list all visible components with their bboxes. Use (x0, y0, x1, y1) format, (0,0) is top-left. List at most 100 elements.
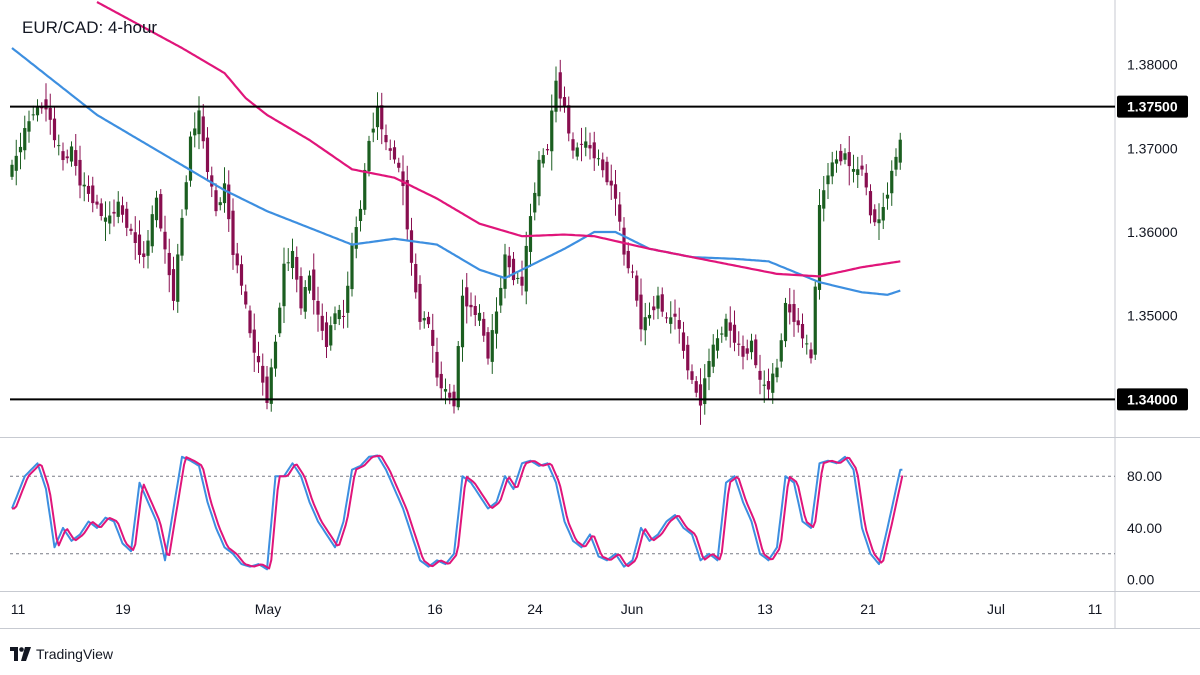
candle (69, 141, 74, 167)
candle (677, 307, 681, 344)
candle (23, 115, 27, 160)
candle (108, 201, 112, 235)
candle (575, 142, 579, 161)
candle (779, 333, 783, 368)
price-tick-label: 1.37000 (1127, 140, 1178, 156)
price-tick-label: 1.36000 (1127, 224, 1178, 240)
time-tick-label: 24 (527, 601, 543, 617)
indicator-axis: 80.00 40.00 0.00 (1127, 468, 1162, 587)
candle (61, 142, 65, 171)
candle (371, 112, 375, 143)
candle (533, 182, 537, 221)
candle (448, 383, 452, 405)
candle (329, 316, 333, 351)
stoch-d-line (12, 454, 904, 570)
candle (167, 238, 171, 293)
candle (282, 247, 286, 324)
candle (737, 331, 741, 356)
candle (826, 163, 830, 200)
candle (588, 132, 592, 160)
candle (91, 176, 95, 213)
time-tick-label: 19 (115, 601, 131, 617)
candle (439, 361, 443, 400)
candle (380, 92, 384, 145)
candle (397, 157, 401, 173)
candle (14, 139, 18, 186)
candle (809, 342, 813, 364)
candle (724, 313, 728, 341)
candle (618, 192, 622, 231)
time-tick-label: 13 (757, 601, 773, 617)
candle (273, 334, 278, 377)
candle (813, 281, 817, 360)
candle (231, 198, 235, 270)
candle (732, 310, 737, 352)
candle (256, 341, 261, 373)
candle (554, 66, 558, 123)
candle (261, 353, 265, 396)
candle (745, 339, 749, 361)
candle (358, 200, 363, 232)
level-price-tag (1117, 95, 1188, 118)
candle (82, 172, 86, 202)
candle (643, 302, 647, 346)
candle (788, 288, 792, 325)
level-price-tag (1117, 388, 1188, 411)
candle (303, 280, 307, 319)
candle (188, 131, 193, 187)
candle (673, 299, 677, 330)
moving-averages (11, 1, 901, 296)
level-price-label: 1.37500 (1127, 99, 1178, 115)
candle (596, 149, 601, 166)
candle (647, 302, 652, 326)
candle (269, 358, 273, 412)
candle (422, 311, 426, 329)
candle (783, 297, 788, 348)
candle (197, 96, 201, 150)
candle (443, 378, 448, 405)
candle (503, 243, 507, 299)
chart-title: EUR/CAD: 4-hour (22, 18, 157, 37)
candle (720, 326, 724, 343)
candle (286, 248, 290, 272)
candles (10, 59, 902, 425)
indicator-guides (10, 475, 1115, 555)
candle (27, 110, 31, 143)
candle (601, 152, 605, 178)
candle (834, 150, 839, 173)
candle (354, 216, 358, 259)
candle (235, 242, 239, 274)
stochastic (11, 454, 904, 571)
candle (333, 306, 337, 331)
indicator-tick-label: 40.00 (1127, 520, 1162, 536)
brand-logo[interactable]: TradingView (10, 644, 113, 664)
candle (805, 334, 809, 355)
candle (567, 96, 571, 142)
candle (711, 334, 715, 374)
candle (299, 267, 303, 315)
candle (65, 149, 69, 164)
candle (800, 313, 805, 348)
candle (142, 241, 146, 269)
candle (86, 175, 91, 202)
candle (881, 192, 885, 230)
candle (516, 272, 520, 284)
candle (715, 329, 720, 359)
candle (278, 302, 282, 338)
time-tick-label: Jun (621, 601, 644, 617)
candle (426, 311, 431, 328)
candle (681, 321, 686, 359)
candle (652, 295, 656, 320)
time-tick-label: May (255, 601, 281, 617)
candle (856, 156, 860, 188)
candle (741, 335, 745, 370)
candle (775, 358, 779, 383)
candle (664, 312, 669, 324)
indicator-tick-label: 0.00 (1127, 572, 1154, 588)
candle (694, 376, 698, 398)
candle (44, 83, 48, 122)
candle (95, 194, 99, 209)
time-axis: 11 19 May 16 24 Jun 13 21 Jul 11 (11, 601, 1103, 617)
candle (698, 368, 703, 425)
candle (558, 59, 562, 112)
